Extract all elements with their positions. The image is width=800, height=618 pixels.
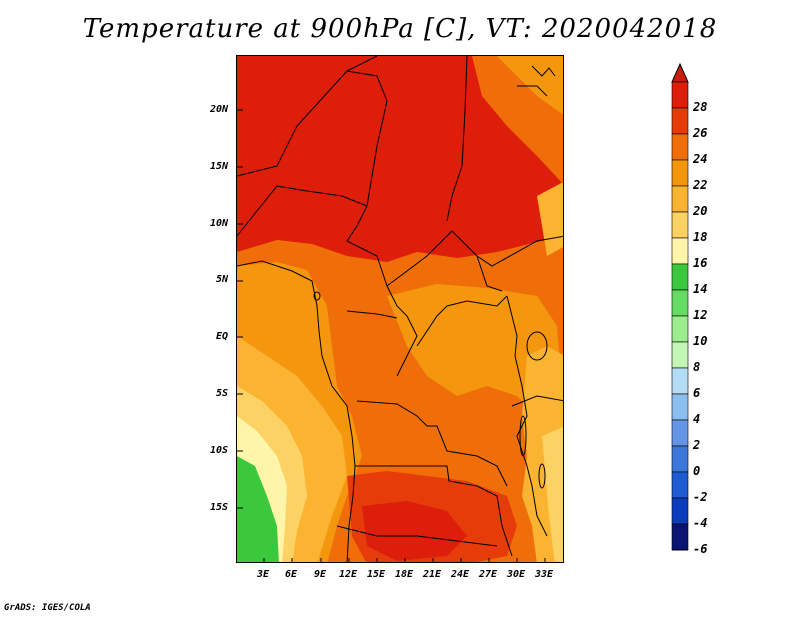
colorbar-box (671, 107, 689, 135)
border-drc-uganda (506, 295, 528, 437)
colorbar-label: -4 (693, 516, 708, 530)
colorbar-label: 6 (693, 386, 701, 400)
lon-label-12e: 12E (338, 569, 358, 580)
border-tanzania (511, 395, 563, 407)
lakes (313, 291, 548, 489)
colorbar-label: 16 (693, 256, 708, 270)
colorbar-label: 4 (693, 412, 701, 426)
lon-ticks (263, 558, 546, 562)
colorbar-box (671, 523, 689, 551)
field-28-south (362, 501, 467, 561)
lat-label-5n: 5N (215, 274, 228, 285)
lat-label-5s: 5S (215, 388, 228, 399)
lon-label-30e: 30E (506, 569, 526, 580)
field-14-16-atlantic (237, 456, 279, 562)
colorbar-box (671, 445, 689, 473)
colorbar-box (671, 393, 689, 421)
lon-label-3e: 3E (256, 569, 270, 580)
field-26-28-north (237, 56, 563, 262)
colorbar-label: 10 (693, 334, 708, 348)
colorbar-label: 28 (693, 100, 708, 114)
colorbar-label: 20 (693, 204, 708, 218)
colorbar-box (671, 263, 689, 291)
border-angola-zambia (355, 465, 513, 557)
lon-label-18e: 18E (394, 569, 414, 580)
colorbar-box (671, 341, 689, 369)
border-drc-north (416, 295, 508, 347)
map-panel (236, 55, 564, 563)
border-north (346, 56, 378, 72)
colorbar-label: -2 (693, 490, 708, 504)
colorbar-box (671, 237, 689, 265)
border-car-chad (386, 230, 503, 292)
border-drc-angola (356, 400, 508, 487)
chart-title: Temperature at 900hPa [C], VT: 202004201… (82, 14, 718, 44)
coast-west-central (318, 330, 356, 562)
lake-malawi (538, 463, 546, 489)
lon-label-15e: 15E (366, 569, 386, 580)
border-gabon (346, 310, 398, 319)
colorbar (671, 62, 689, 551)
coast-nigeria-cameroon (237, 260, 320, 332)
colorbar-box (671, 159, 689, 187)
border-red-sea (531, 65, 556, 77)
border-car-sudan (476, 235, 563, 267)
colorbar-label: 14 (693, 282, 708, 296)
lat-label-15n: 15N (209, 161, 228, 172)
colorbar-box (671, 185, 689, 213)
lon-label-9e: 9E (313, 569, 327, 580)
borders (237, 56, 563, 562)
colorbar-label: 0 (693, 464, 701, 478)
border-south (336, 525, 498, 547)
colorbar-box (671, 315, 689, 343)
colorbar-label: 22 (693, 178, 708, 192)
field-18-20-east (542, 426, 563, 562)
lon-label-24e: 24E (450, 569, 470, 580)
lat-label-10n: 10N (209, 218, 228, 229)
colorbar-top-arrow (671, 62, 689, 83)
border-egypt (517, 85, 548, 97)
lake-tanganyika (519, 415, 527, 457)
border-niger-nigeria (237, 185, 368, 237)
temperature-field (237, 56, 563, 562)
border-chad-sudan (446, 56, 468, 222)
colorbar-label: 2 (693, 438, 701, 452)
lon-label-33e: 33E (534, 569, 554, 580)
field-22-24-congo (387, 284, 562, 416)
lat-label-20n: 20N (209, 104, 228, 115)
colorbar-box (671, 419, 689, 447)
lake-victoria (526, 331, 548, 361)
lat-ticks (237, 109, 243, 509)
border-lake-chad (346, 205, 388, 287)
colorbar-box (671, 133, 689, 161)
colorbar-box (671, 289, 689, 317)
colorbar-label: 26 (693, 126, 708, 140)
colorbar-box (671, 211, 689, 239)
colorbar-label: 12 (693, 308, 708, 322)
colorbar-label: 8 (693, 360, 701, 374)
border-cameroon-congo (386, 285, 418, 377)
lon-label-21e: 21E (422, 569, 442, 580)
colorbar-box (671, 81, 689, 109)
colorbar-label: 18 (693, 230, 708, 244)
lat-label-eq: EQ (215, 331, 228, 342)
bioko-island (313, 291, 321, 301)
grads-credit: GrADS: IGES/COLA (4, 603, 91, 613)
border-niger-algeria (237, 70, 388, 207)
lon-label-6e: 6E (284, 569, 298, 580)
lon-label-27e: 27E (478, 569, 498, 580)
colorbar-label: -6 (693, 542, 708, 556)
colorbar-box (671, 471, 689, 499)
colorbar-box (671, 367, 689, 395)
lat-label-15s: 15S (209, 502, 228, 513)
colorbar-box (671, 497, 689, 525)
colorbar-label: 24 (693, 152, 708, 166)
lat-label-10s: 10S (209, 445, 228, 456)
